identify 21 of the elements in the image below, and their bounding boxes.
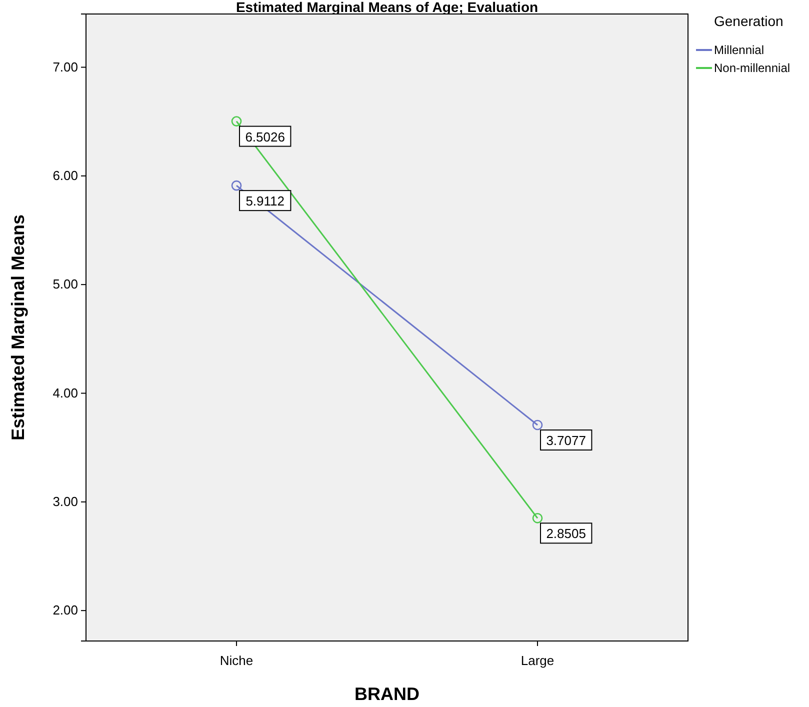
point (532, 420, 543, 430)
legend-label: Millennial (714, 43, 764, 57)
data-label: 5.9112 (246, 194, 284, 209)
legend-label: Non-millennial (714, 61, 790, 75)
y-tick-label: 5.00 (52, 276, 78, 292)
x-axis-title: BRAND (354, 684, 420, 704)
point (231, 180, 242, 191)
x-tick-label: Large (520, 653, 554, 668)
data-label: 6.5026 (245, 129, 285, 144)
point (532, 513, 543, 524)
y-tick-label: 2.00 (52, 602, 78, 618)
y-axis-title: Estimated Marginal Means (8, 214, 28, 441)
y-tick-label: 3.00 (52, 494, 78, 510)
y-tick-label: 7.00 (52, 59, 78, 74)
data-label: 3.7077 (546, 433, 586, 448)
x-tick-label: Niche (220, 653, 254, 668)
point (231, 116, 242, 126)
y-tick-label: 4.00 (52, 385, 78, 400)
data-label: 2.8505 (546, 526, 586, 542)
y-tick-label: 6.00 (52, 168, 78, 184)
legend-title: Generation (714, 13, 784, 29)
